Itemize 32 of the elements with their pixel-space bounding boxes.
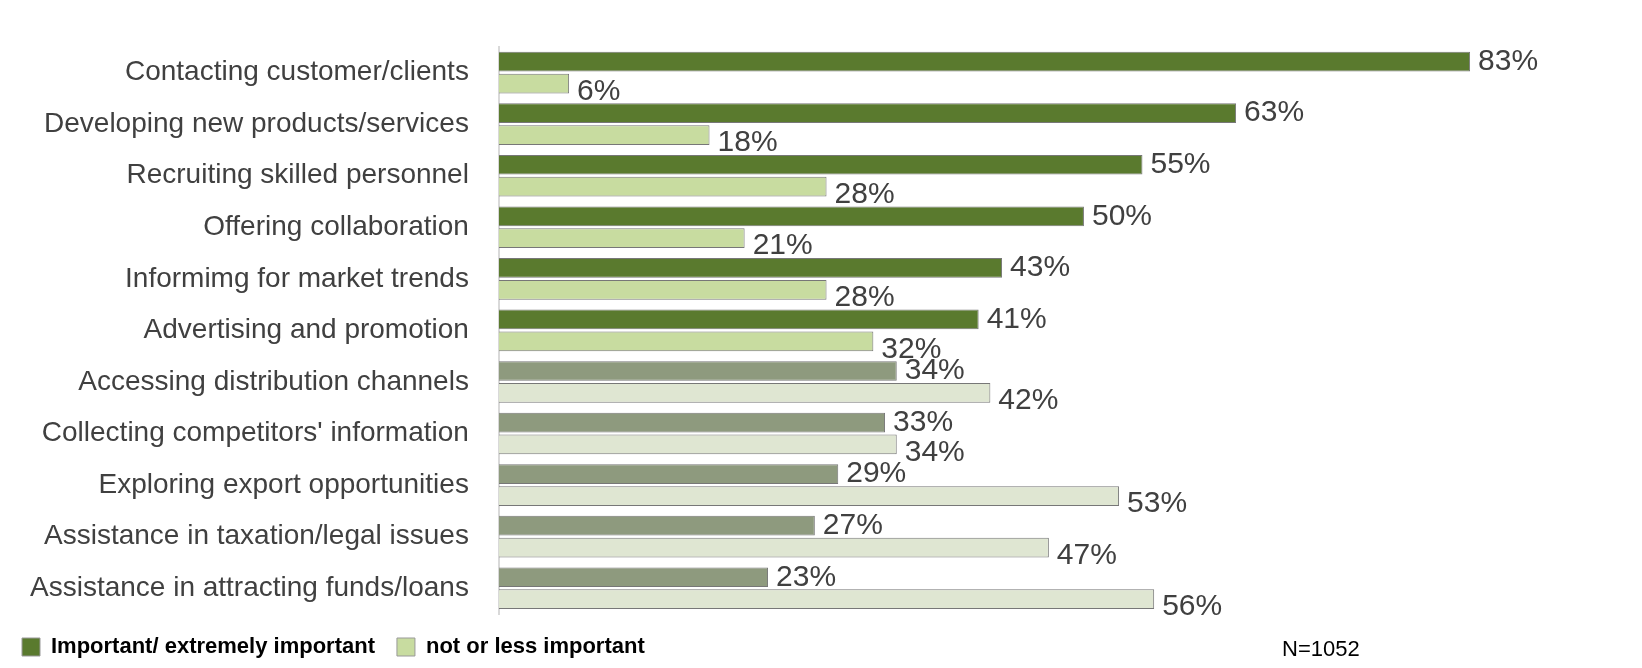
y-tick-label: Accessing distribution channels	[78, 364, 469, 396]
data-label: 42%	[998, 382, 1059, 416]
y-tick-label: Informimg for market trends	[125, 261, 469, 293]
data-label: 41%	[986, 300, 1047, 334]
data-label: 28%	[834, 175, 895, 209]
y-tick-label: Offering collaboration	[203, 209, 469, 241]
data-label: 29%	[846, 455, 907, 489]
data-label: 50%	[1091, 197, 1153, 231]
data-label: 23%	[776, 558, 837, 592]
data-label: 27%	[822, 506, 883, 540]
y-tick-label: Contacting customer/clients	[124, 55, 469, 87]
legend-label: Important/ extremely important	[51, 633, 376, 659]
y-tick-label: Recruiting skilled personnel	[126, 158, 469, 190]
data-label: 6%	[577, 72, 621, 106]
data-label: 63%	[1244, 94, 1305, 128]
y-tick-label: Assistance in attracting funds/loans	[29, 570, 469, 602]
y-tick-label: Advertising and promotion	[143, 313, 469, 345]
data-label: 47%	[1056, 536, 1117, 570]
data-label: 56%	[1162, 588, 1223, 622]
legend-label: not or less important	[425, 633, 646, 659]
y-tick-label: Collecting competitors' information	[41, 416, 469, 448]
data-label: 28%	[834, 279, 895, 313]
data-label: 18%	[717, 124, 778, 158]
text: N=1052	[1282, 636, 1360, 662]
data-label: 53%	[1127, 485, 1188, 519]
data-label: 43%	[1010, 249, 1071, 283]
y-tick-label: Exploring export opportunities	[98, 467, 469, 499]
y-tick-label: Assistance in taxation/legal issues	[44, 519, 469, 551]
data-label: 21%	[752, 227, 813, 261]
data-label: 55%	[1150, 146, 1211, 180]
y-tick-label: Developing new products/services	[44, 106, 469, 138]
data-label: 83%	[1478, 42, 1539, 76]
